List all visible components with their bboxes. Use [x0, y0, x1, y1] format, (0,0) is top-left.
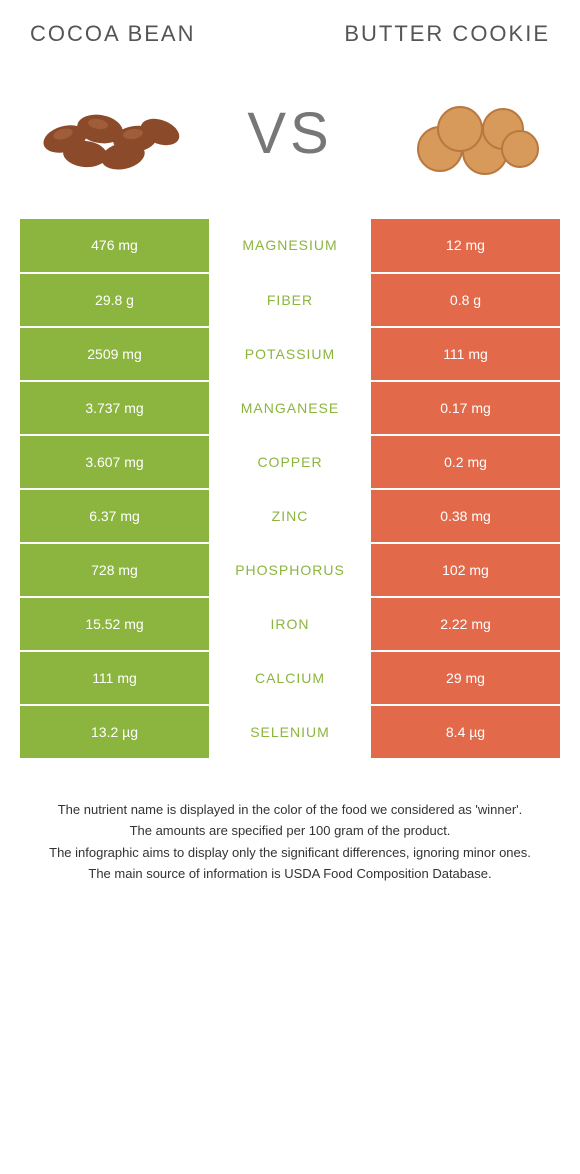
nutrient-row: 29.8 gFiber0.8 g: [20, 273, 560, 327]
footnote-line: The nutrient name is displayed in the co…: [30, 800, 550, 820]
footnote-line: The amounts are specified per 100 gram o…: [30, 821, 550, 841]
nutrient-row: 13.2 µgSelenium8.4 µg: [20, 705, 560, 759]
nutrient-left-value: 3.737 mg: [20, 381, 209, 435]
footnote-line: The infographic aims to display only the…: [30, 843, 550, 863]
nutrient-row: 111 mgCalcium29 mg: [20, 651, 560, 705]
vs-label: VS: [247, 100, 332, 167]
vs-row: VS: [20, 79, 560, 189]
nutrient-label: Phosphorus: [209, 543, 371, 597]
food-left-title: Cocoa bean: [30, 20, 290, 49]
food-right-title: Butter cookie: [290, 20, 550, 49]
nutrient-left-value: 2509 mg: [20, 327, 209, 381]
nutrient-right-value: 8.4 µg: [371, 705, 560, 759]
nutrient-right-value: 0.2 mg: [371, 435, 560, 489]
nutrient-right-value: 111 mg: [371, 327, 560, 381]
nutrient-label: Potassium: [209, 327, 371, 381]
food-right-image: [390, 79, 550, 189]
nutrient-right-value: 2.22 mg: [371, 597, 560, 651]
nutrient-label: Selenium: [209, 705, 371, 759]
nutrient-right-value: 0.17 mg: [371, 381, 560, 435]
nutrient-row: 3.607 mgCopper0.2 mg: [20, 435, 560, 489]
nutrient-left-value: 111 mg: [20, 651, 209, 705]
nutrient-right-value: 102 mg: [371, 543, 560, 597]
nutrient-label: Magnesium: [209, 219, 371, 273]
nutrient-label: Iron: [209, 597, 371, 651]
nutrient-right-value: 0.38 mg: [371, 489, 560, 543]
nutrient-left-value: 29.8 g: [20, 273, 209, 327]
footnotes: The nutrient name is displayed in the co…: [20, 800, 560, 884]
nutrient-right-value: 29 mg: [371, 651, 560, 705]
nutrient-row: 3.737 mgManganese0.17 mg: [20, 381, 560, 435]
nutrient-right-value: 12 mg: [371, 219, 560, 273]
nutrient-row: 15.52 mgIron2.22 mg: [20, 597, 560, 651]
nutrient-left-value: 728 mg: [20, 543, 209, 597]
nutrient-label: Calcium: [209, 651, 371, 705]
nutrient-table: 476 mgMagnesium12 mg29.8 gFiber0.8 g2509…: [20, 219, 560, 760]
nutrient-row: 728 mgPhosphorus102 mg: [20, 543, 560, 597]
nutrient-row: 6.37 mgZinc0.38 mg: [20, 489, 560, 543]
cocoa-bean-icon: [35, 84, 185, 184]
butter-cookie-icon: [395, 84, 545, 184]
header: Cocoa bean Butter cookie: [20, 20, 560, 49]
nutrient-left-value: 15.52 mg: [20, 597, 209, 651]
nutrient-label: Manganese: [209, 381, 371, 435]
nutrient-row: 2509 mgPotassium111 mg: [20, 327, 560, 381]
nutrient-row: 476 mgMagnesium12 mg: [20, 219, 560, 273]
nutrient-label: Copper: [209, 435, 371, 489]
nutrient-left-value: 476 mg: [20, 219, 209, 273]
nutrient-left-value: 3.607 mg: [20, 435, 209, 489]
nutrient-left-value: 6.37 mg: [20, 489, 209, 543]
nutrient-label: Fiber: [209, 273, 371, 327]
nutrient-left-value: 13.2 µg: [20, 705, 209, 759]
food-left-image: [30, 79, 190, 189]
footnote-line: The main source of information is USDA F…: [30, 864, 550, 884]
nutrient-right-value: 0.8 g: [371, 273, 560, 327]
nutrient-label: Zinc: [209, 489, 371, 543]
